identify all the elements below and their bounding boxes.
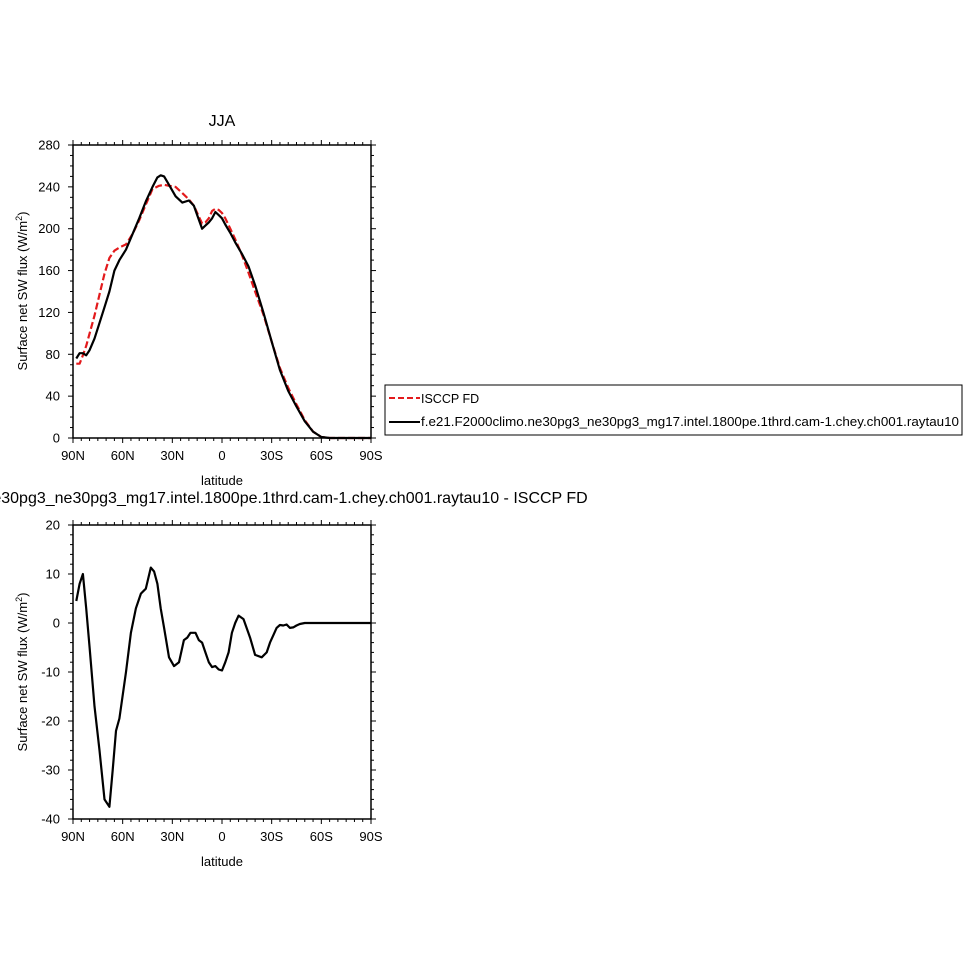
- y-tick-label: 200: [38, 221, 60, 236]
- y-tick-label: -10: [41, 665, 60, 680]
- x-tick-label: 60N: [111, 829, 135, 844]
- top-panel-x-axis-label: latitude: [201, 473, 243, 488]
- x-tick-label: 30S: [260, 829, 283, 844]
- top-panel-y-axis-label: Surface net SW flux (W/m2): [14, 212, 30, 371]
- legend: ISCCP FD f.e21.F2000climo.ne30pg3_ne30pg…: [384, 384, 963, 436]
- y-tick-label: 20: [46, 518, 60, 533]
- top-panel-y-tick-labels: 0 40 80 120 160 200 240 280: [38, 138, 60, 446]
- x-tick-label: 30S: [260, 448, 283, 463]
- bottom-panel-frame: [72, 524, 372, 820]
- top-panel-ticks: [68, 140, 376, 443]
- x-tick-label: 90S: [359, 829, 382, 844]
- bottom-panel-x-tick-labels: 90N 60N 30N 0 30S 60S 90S: [61, 829, 383, 844]
- legend-label-model: f.e21.F2000climo.ne30pg3_ne30pg3_mg17.in…: [421, 415, 959, 429]
- x-tick-label: 90N: [61, 448, 85, 463]
- y-tick-label: 10: [46, 567, 60, 582]
- bottom-panel-title: f.e21.F2000climo.ne30pg3_ne30pg3_mg17.in…: [0, 490, 588, 507]
- y-tick-label: -40: [41, 812, 60, 827]
- y-tick-label: 0: [53, 431, 60, 446]
- top-panel-x-tick-labels: 90N 60N 30N 0 30S 60S 90S: [61, 448, 383, 463]
- x-tick-label: 60S: [310, 829, 333, 844]
- top-panel-series: [75, 174, 371, 440]
- bottom-panel: f.e21.F2000climo.ne30pg3_ne30pg3_mg17.in…: [0, 490, 588, 869]
- legend-box: [384, 384, 963, 436]
- y-tick-label: 80: [46, 347, 60, 362]
- top-panel-title: JJA: [209, 113, 236, 130]
- y-tick-label: -20: [41, 714, 60, 729]
- top-panel: JJA 90N 60N 30N 0 30S 60S 90S 0 40 80 120 160 200 24…: [14, 113, 383, 488]
- series-line-p2-0: [75, 566, 371, 808]
- x-tick-label: 0: [218, 829, 225, 844]
- bottom-panel-series: [75, 566, 371, 808]
- x-tick-label: 30N: [160, 448, 184, 463]
- x-tick-label: 60N: [111, 448, 135, 463]
- y-tick-label: -30: [41, 763, 60, 778]
- x-tick-label: 90N: [61, 829, 85, 844]
- x-tick-label: 60S: [310, 448, 333, 463]
- y-tick-label: 240: [38, 179, 60, 194]
- bottom-panel-ticks: [68, 520, 376, 824]
- bottom-panel-y-tick-labels: -40 -30 -20 -10 0 10 20: [41, 518, 60, 827]
- y-tick-label: 0: [53, 616, 60, 631]
- y-tick-label: 280: [38, 138, 60, 153]
- top-panel-frame: [72, 144, 372, 439]
- bottom-panel-y-axis-label: Surface net SW flux (W/m2): [14, 593, 30, 752]
- series-line-p1-1: [75, 174, 371, 440]
- bottom-panel-x-axis-label: latitude: [201, 854, 243, 869]
- y-tick-label: 120: [38, 305, 60, 320]
- legend-label-isccp: ISCCP FD: [421, 392, 479, 406]
- y-tick-label: 160: [38, 263, 60, 278]
- x-tick-label: 0: [218, 448, 225, 463]
- y-tick-label: 40: [46, 389, 60, 404]
- x-tick-label: 30N: [160, 829, 184, 844]
- x-tick-label: 90S: [359, 448, 382, 463]
